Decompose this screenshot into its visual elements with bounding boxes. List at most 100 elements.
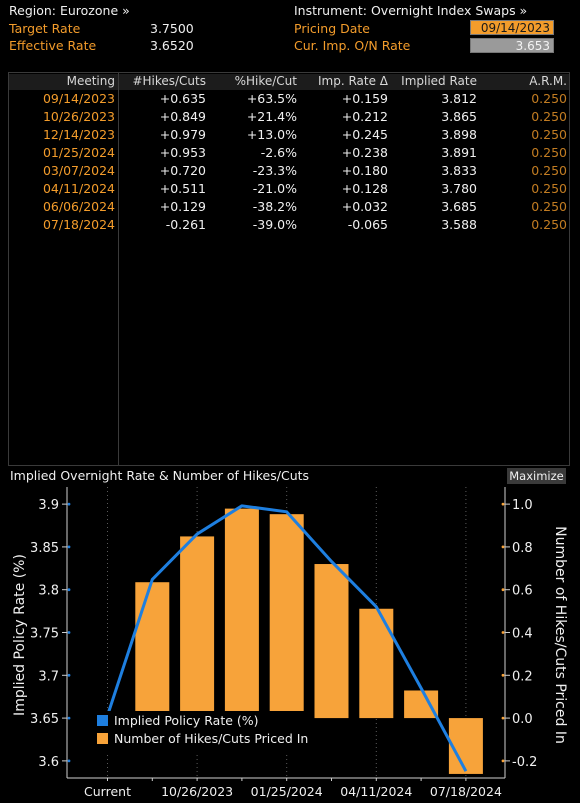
y-tick-right-marker (501, 588, 505, 592)
table-row[interactable]: 09/14/2023 +0.635 +63.5% +0.159 3.812 0.250 (9, 90, 569, 108)
cell-imp-rate-delta: +0.245 (341, 127, 388, 142)
cell-imp-rate-delta: +0.128 (341, 181, 388, 196)
cell-hikes-cuts: +0.953 (159, 145, 206, 160)
legend-swatch (97, 715, 108, 726)
col-header-hikes-cuts[interactable]: #Hikes/Cuts (132, 74, 206, 88)
cell-meeting-date: 07/18/2024 (42, 217, 115, 232)
cell-implied-rate: 3.833 (441, 163, 477, 178)
y-tick-right-marker (501, 759, 505, 763)
y-tick-right-marker (501, 673, 505, 677)
cur-imp-rate-label: Cur. Imp. O/N Rate (294, 38, 411, 53)
bar-12/14/2023 (224, 508, 259, 719)
rate-chart: 3.9 3.85 3.8 3.75 3.7 3.65 3.6 1.0 0.8 0.6 0.4 0.2… (12, 487, 568, 799)
cell-implied-rate: 3.891 (441, 145, 477, 160)
table-row[interactable]: 12/14/2023 +0.979 +13.0% +0.245 3.898 0.250 (9, 126, 569, 144)
y-tick-left-label: 3.75 (30, 627, 59, 642)
table-row[interactable]: 04/11/2024 +0.511 -21.0% +0.128 3.780 0.250 (9, 180, 569, 198)
cell-imp-rate-delta: +0.212 (341, 109, 388, 124)
cell-hikes-cuts: -0.261 (165, 217, 206, 232)
cell-hikes-cuts: +0.849 (159, 109, 206, 124)
cur-imp-rate-value: 3.653 (470, 38, 554, 53)
cell-hikes-cuts: +0.511 (159, 181, 206, 196)
cell-hikes-cuts: +0.635 (159, 91, 206, 106)
x-tick-label: 04/11/2024 (340, 784, 412, 799)
maximize-button[interactable]: Maximize (507, 468, 566, 484)
chart-title: Implied Overnight Rate & Number of Hikes… (10, 468, 310, 483)
y-tick-left-marker (67, 631, 71, 634)
column-divider (118, 73, 119, 465)
y-tick-left-marker (67, 502, 71, 506)
y-tick-left-marker (67, 588, 71, 592)
bar-01/25/2024 (269, 514, 304, 719)
col-header-imp-rate-delta[interactable]: Imp. Rate Δ (317, 74, 388, 88)
cell-pct-hike-cut: -2.6% (260, 145, 297, 160)
pricing-date-input[interactable]: 09/14/2023 (470, 20, 554, 35)
y-tick-right-label: -0.2 (512, 755, 537, 770)
cell-arm: 0.250 (531, 145, 567, 160)
y-tick-left-marker (67, 545, 71, 549)
table-row[interactable]: 07/18/2024 -0.261 -39.0% -0.065 3.588 0.250 (9, 216, 569, 234)
y-tick-right-marker (501, 502, 505, 506)
cell-arm: 0.250 (531, 217, 567, 232)
table-row[interactable]: 01/25/2024 +0.953 -2.6% +0.238 3.891 0.250 (9, 144, 569, 162)
x-tick-label: Current (84, 784, 131, 799)
legend-background (87, 711, 313, 753)
effective-rate-label: Effective Rate (9, 38, 97, 53)
table-row[interactable]: 06/06/2024 +0.129 -38.2% +0.032 3.685 0.250 (9, 198, 569, 216)
cell-meeting-date: 12/14/2023 (42, 127, 115, 142)
table-row[interactable]: 03/07/2024 +0.720 -23.3% +0.180 3.833 0.250 (9, 162, 569, 180)
legend-label: Implied Policy Rate (%) (114, 713, 259, 728)
legend-swatch (97, 733, 108, 744)
x-tick-label: 01/25/2024 (251, 784, 323, 799)
cell-arm: 0.250 (531, 127, 567, 142)
cell-pct-hike-cut: -38.2% (252, 199, 297, 214)
bar-07/18/2024 (448, 718, 483, 774)
instrument-selector[interactable]: Instrument: Overnight Index Swaps » (294, 3, 528, 18)
y-tick-right-marker (501, 631, 505, 634)
cell-pct-hike-cut: +13.0% (246, 127, 297, 142)
table-header (9, 74, 569, 90)
y-tick-left-label: 3.7 (38, 669, 59, 684)
bar-10/26/2023 (180, 536, 215, 719)
region-selector[interactable]: Region: Eurozone » (9, 3, 130, 18)
meetings-table: Meeting #Hikes/Cuts %Hike/Cut Imp. Rate … (8, 72, 570, 466)
y-tick-right-label: 0.2 (512, 669, 533, 684)
bar-09/14/2023 (135, 582, 170, 719)
cell-pct-hike-cut: +21.4% (246, 109, 297, 124)
cell-pct-hike-cut: -39.0% (252, 217, 297, 232)
y-tick-left-label: 3.6 (38, 755, 59, 770)
cell-meeting-date: 03/07/2024 (42, 163, 115, 178)
cell-imp-rate-delta: +0.159 (341, 91, 388, 106)
cell-imp-rate-delta: +0.180 (341, 163, 388, 178)
y-axis-right-label: Number of Hikes/Cuts Priced In (552, 526, 568, 744)
cell-pct-hike-cut: -21.0% (252, 181, 297, 196)
bar-04/11/2024 (359, 608, 394, 719)
chart-legend: Implied Policy Rate (%) Number of Hikes/C… (87, 711, 313, 753)
y-tick-right-label: 0.6 (512, 584, 533, 599)
col-header-arm[interactable]: A.R.M. (529, 74, 567, 88)
cell-implied-rate: 3.898 (441, 127, 477, 142)
y-tick-right-label: 0.0 (512, 712, 533, 727)
target-rate-label: Target Rate (9, 21, 81, 36)
y-axis-left-label: Implied Policy Rate (%) (12, 554, 28, 716)
cell-arm: 0.250 (531, 109, 567, 124)
col-header-pct-hike-cut[interactable]: %Hike/Cut (234, 74, 297, 88)
y-tick-right-label: 0.8 (512, 541, 533, 556)
y-tick-right-label: 0.4 (512, 627, 533, 642)
cell-implied-rate: 3.812 (441, 91, 477, 106)
cell-pct-hike-cut: -23.3% (252, 163, 297, 178)
y-tick-left-marker (67, 673, 71, 677)
cell-arm: 0.250 (531, 199, 567, 214)
y-tick-left-label: 3.8 (38, 584, 59, 599)
cell-imp-rate-delta: +0.032 (341, 199, 388, 214)
table-row[interactable]: 10/26/2023 +0.849 +21.4% +0.212 3.865 0.250 (9, 108, 569, 126)
cell-meeting-date: 10/26/2023 (42, 109, 115, 124)
y-tick-right-label: 1.0 (512, 498, 533, 513)
cell-pct-hike-cut: +63.5% (246, 91, 297, 106)
cell-arm: 0.250 (531, 181, 567, 196)
implied-rate-line (106, 504, 468, 772)
cell-arm: 0.250 (531, 163, 567, 178)
col-header-meeting[interactable]: Meeting (66, 74, 115, 88)
col-header-implied-rate[interactable]: Implied Rate (401, 74, 477, 88)
cell-implied-rate: 3.865 (441, 109, 477, 124)
